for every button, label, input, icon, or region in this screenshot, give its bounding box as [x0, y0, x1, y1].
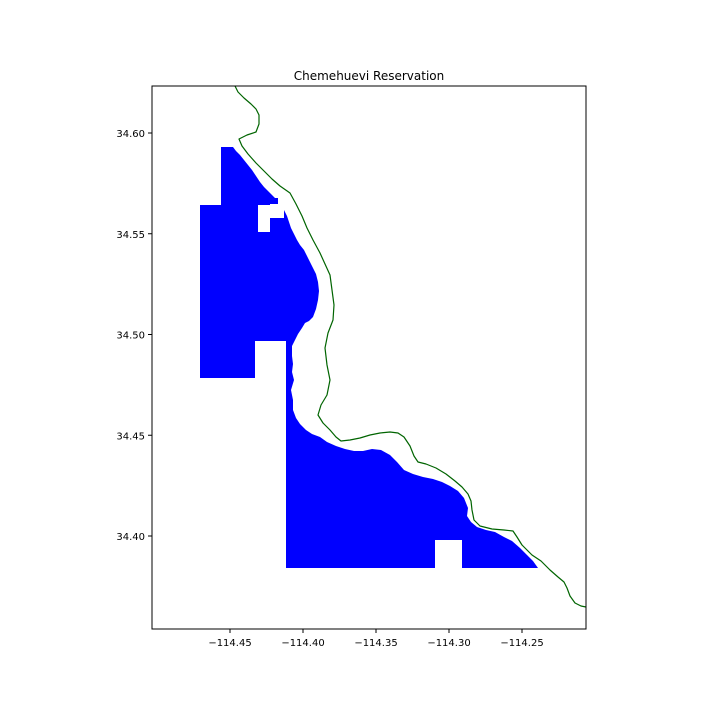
y-tick-label: 34.55 — [116, 230, 145, 241]
river-line — [234, 86, 586, 608]
x-tick-label: −114.35 — [354, 638, 397, 649]
y-tick-label: 34.45 — [116, 431, 145, 442]
map-title: Chemehuevi Reservation — [294, 69, 444, 83]
map-plot-area — [200, 86, 586, 608]
y-tick-label: 34.40 — [116, 532, 145, 543]
reservation-polygon — [200, 147, 538, 568]
axes-frame — [151, 85, 587, 630]
y-tick-label: 34.60 — [116, 129, 145, 140]
x-tick-label: −114.30 — [427, 638, 470, 649]
x-tick-label: −114.45 — [208, 638, 251, 649]
y-tick-label: 34.50 — [116, 331, 145, 342]
x-axis: −114.45 −114.40 −114.35 −114.30 −114.25 — [208, 629, 544, 649]
x-tick-label: −114.40 — [281, 638, 324, 649]
x-tick-label: −114.25 — [500, 638, 543, 649]
y-axis: 34.40 34.45 34.50 34.55 34.60 — [116, 129, 152, 543]
